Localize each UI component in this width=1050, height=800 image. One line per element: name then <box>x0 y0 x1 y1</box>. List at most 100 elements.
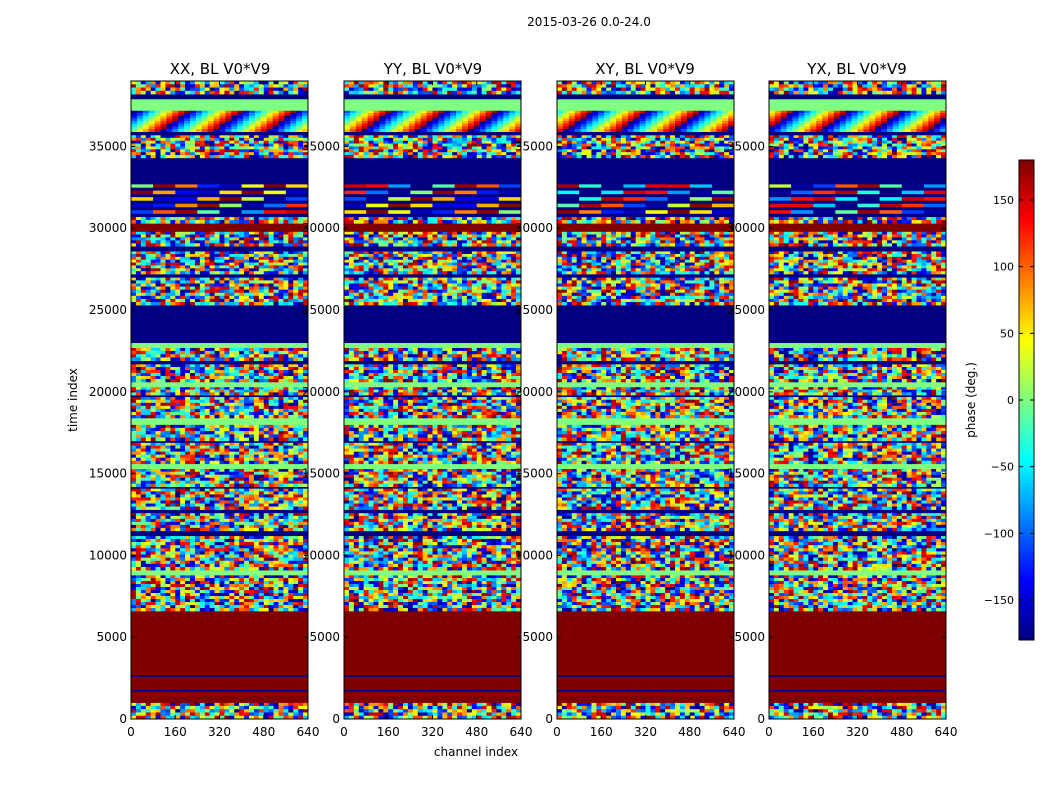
y-tick-label: 15000 <box>515 467 553 481</box>
colorbar-tick-label: 0 <box>1007 394 1014 407</box>
heatmap-band <box>769 440 946 443</box>
heatmap-band <box>557 231 734 247</box>
heatmap-band <box>557 81 734 95</box>
heatmap-band <box>344 463 521 470</box>
heatmap-band <box>557 223 734 232</box>
heatmap-image <box>344 81 521 719</box>
colorbar-segment <box>1019 468 1034 473</box>
colorbar-segment <box>1019 160 1034 165</box>
heatmap-band <box>769 535 946 571</box>
colorbar-segment <box>1019 180 1034 185</box>
colorbar-segment <box>1019 384 1034 389</box>
heatmap-band <box>344 468 521 488</box>
colorbar-segment <box>1019 620 1034 625</box>
heatmap-band <box>131 231 308 247</box>
heatmap-band <box>557 442 734 465</box>
heatmap-band <box>769 246 946 252</box>
heatmap-band <box>769 223 946 232</box>
heatmap-band <box>344 570 521 576</box>
heatmap-band <box>344 277 521 306</box>
x-tick-label: 0 <box>553 725 561 739</box>
y-tick-label: 10000 <box>727 548 765 562</box>
panel-title-yx: YX, BL V0*V9 <box>806 60 907 78</box>
colorbar-segment <box>1019 204 1034 209</box>
colorbar-segment <box>1019 232 1034 237</box>
colorbar-segment <box>1019 516 1034 521</box>
heatmap-band <box>131 157 308 185</box>
colorbar-segment <box>1019 240 1034 245</box>
colorbar-segment <box>1019 348 1034 353</box>
y-tick-label: 5000 <box>522 630 553 644</box>
heatmap-band <box>131 702 308 719</box>
heatmap-band <box>769 94 946 100</box>
colorbar-segment <box>1019 412 1034 417</box>
heatmap-band <box>131 274 308 278</box>
colorbar-segment <box>1019 584 1034 589</box>
heatmap-band <box>344 157 521 185</box>
heatmap-band <box>344 395 521 398</box>
heatmap-band <box>557 347 734 362</box>
heatmap-band <box>344 382 521 388</box>
y-tick-label: 20000 <box>727 385 765 399</box>
heatmap-band <box>557 530 734 537</box>
heatmap-band <box>769 395 946 398</box>
colorbar-segment <box>1019 500 1034 505</box>
colorbar-segment <box>1019 360 1034 365</box>
colorbar-segment <box>1019 408 1034 413</box>
heatmap-band <box>557 274 734 278</box>
y-tick-label: 25000 <box>302 303 340 317</box>
heatmap-band <box>344 396 521 419</box>
colorbar-segment <box>1019 256 1034 261</box>
colorbar-segment <box>1019 404 1034 409</box>
heatmap-band <box>557 395 734 398</box>
heatmap-band <box>769 691 946 703</box>
heatmap-band <box>131 463 308 470</box>
colorbar-segment <box>1019 600 1034 605</box>
y-tick-label: 5000 <box>734 630 765 644</box>
x-tick-label: 0 <box>127 725 135 739</box>
colorbar-segment <box>1019 332 1034 337</box>
heatmap-band <box>557 360 734 365</box>
colorbar-segment <box>1019 188 1034 193</box>
heatmap-band <box>131 689 308 692</box>
colorbar-segment <box>1019 220 1034 225</box>
colorbar-segment <box>1019 420 1034 425</box>
y-tick-label: 0 <box>545 712 553 726</box>
heatmap-band <box>344 342 521 348</box>
heatmap-band <box>344 530 521 537</box>
heatmap-band <box>344 134 521 159</box>
heatmap-band <box>131 382 308 388</box>
heatmap-band <box>131 305 308 344</box>
colorbar-segment <box>1019 472 1034 477</box>
heatmap-band <box>557 94 734 100</box>
heatmap-band <box>557 382 734 388</box>
heatmap-band <box>131 110 308 133</box>
heatmap-band <box>557 305 734 344</box>
colorbar-segment <box>1019 628 1034 633</box>
colorbar-segment <box>1019 416 1034 421</box>
y-tick-label: 35000 <box>515 139 553 153</box>
colorbar-segment <box>1019 452 1034 457</box>
colorbar-segment <box>1019 280 1034 285</box>
colorbar-segment <box>1019 624 1034 629</box>
heatmap-band <box>344 223 521 232</box>
heatmap-band <box>769 611 946 676</box>
heatmap-band <box>344 305 521 344</box>
colorbar-segment <box>1019 396 1034 401</box>
x-tick-label: 640 <box>510 725 533 739</box>
colorbar-segment <box>1019 572 1034 577</box>
heatmap-band <box>131 417 308 425</box>
heatmap-band <box>557 674 734 677</box>
heatmap-band <box>131 246 308 252</box>
y-tick-label: 10000 <box>515 548 553 562</box>
x-tick-label: 160 <box>164 725 187 739</box>
heatmap-band <box>557 702 734 719</box>
heatmap-band <box>131 223 308 232</box>
colorbar-segment <box>1019 596 1034 601</box>
colorbar-segment <box>1019 540 1034 545</box>
colorbar-segment <box>1019 488 1034 493</box>
heatmap-band <box>769 463 946 470</box>
heatmap-band <box>769 386 946 396</box>
heatmap-band <box>344 131 521 136</box>
